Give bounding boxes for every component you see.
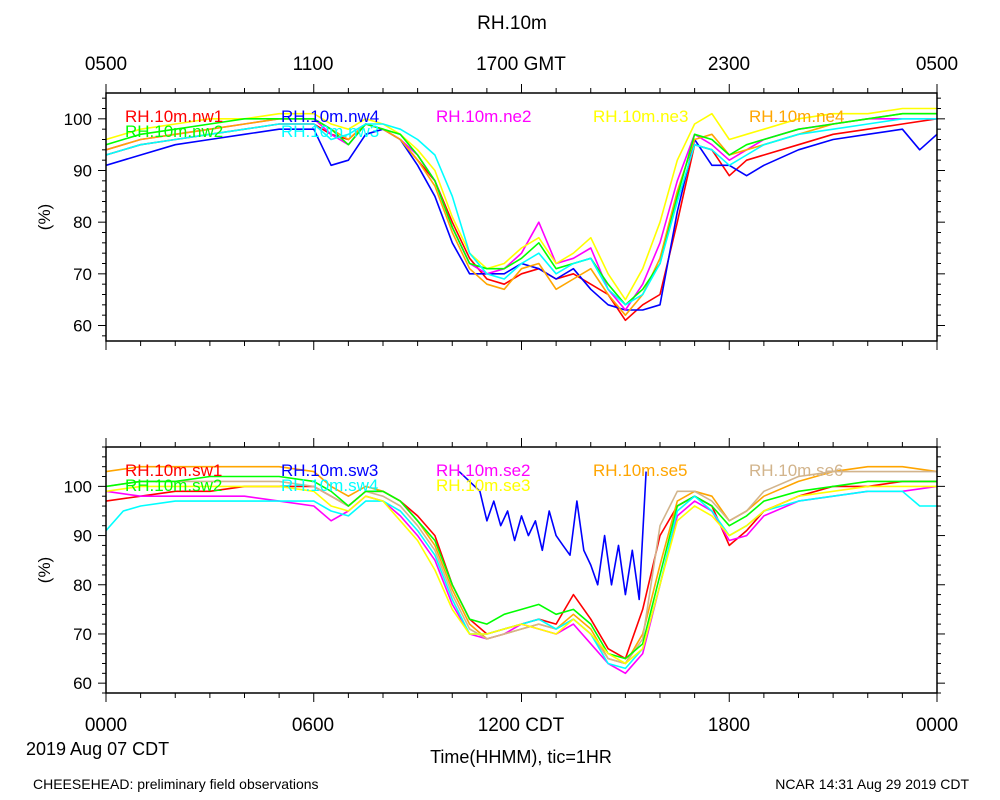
legend-entry: RH.10m.sw3 [281, 461, 378, 480]
legend-entry: RH.10m.sw1 [125, 461, 222, 480]
y-tick-label: 100 [64, 477, 92, 496]
y-tick-label: 100 [64, 110, 92, 129]
bottom-tick-label: 0000 [85, 715, 127, 736]
bottom-tick-label: 1200 CDT [478, 715, 565, 736]
legend-entry: RH.10m.nw2 [125, 122, 223, 141]
y-tick-label: 60 [73, 674, 92, 693]
series-line-RH-10m-se2 [106, 485, 937, 675]
legend-entry: RH.10m.ne3 [593, 107, 688, 126]
series-line-RH-10m-nw4 [106, 128, 937, 311]
y-axis-label: (%) [35, 204, 54, 230]
plot-frame [105, 446, 938, 694]
y-tick-label: 70 [73, 265, 92, 284]
series-line-RH-10m-ne4 [106, 112, 937, 317]
bottom-tick-label: 1800 [708, 715, 750, 736]
y-tick-label: 60 [73, 317, 92, 336]
top-tick-label: 0500 [916, 54, 958, 75]
series-line-RH-10m-sw2 [106, 475, 937, 660]
chart-title: RH.10m [477, 13, 547, 34]
series-line-RH-10m-nw1 [106, 118, 937, 322]
x-axis-label: Time(HHMM), tic=1HR [430, 747, 612, 767]
plot-frame [105, 92, 938, 342]
legend-entry: RH.10m.nw1 [125, 107, 223, 126]
series-line-RH-10m-se3 [106, 485, 937, 665]
y-axis-label: (%) [35, 557, 54, 583]
series-lines [106, 465, 937, 675]
top-axis-labels: 0500 1100 1700 GMT 2300 0500 [85, 54, 958, 75]
legend-entry: RH.10m.se3 [436, 476, 530, 495]
legend-entry: RH.10m.se5 [593, 461, 687, 480]
footer-right: NCAR 14:31 Aug 29 2019 CDT [775, 776, 969, 792]
y-tick-label: 80 [73, 213, 92, 232]
bottom-tick-label: 0600 [292, 715, 334, 736]
bottom-axis-labels: 0000 0600 1200 CDT 1800 0000 [85, 715, 958, 736]
top-tick-label: 0500 [85, 54, 127, 75]
legend-entry: RH.10m.ne4 [749, 107, 844, 126]
footer-left: CHEESEHEAD: preliminary field observatio… [33, 776, 319, 792]
y-tick-label: 90 [73, 162, 92, 181]
top-tick-label: 2300 [708, 54, 750, 75]
y-tick-label: 90 [73, 527, 92, 546]
top-tick-label: 1100 [293, 54, 334, 75]
series-lines [106, 107, 937, 322]
y-tick-label: 80 [73, 576, 92, 595]
series-line-RH-10m-nw2 [106, 112, 937, 306]
legend-entry: RH.10m.ne2 [436, 107, 531, 126]
legend-entry: RH.10m.se6 [749, 461, 843, 480]
bottom-tick-label: 0000 [916, 715, 958, 736]
series-line-RH-10m-sw3 [458, 471, 647, 601]
series-line-RH-10m-ne2 [106, 118, 937, 311]
series-line-RH-10m-sw1 [106, 480, 937, 660]
legend-entry: RH.10m.sw4 [281, 476, 378, 495]
series-line-RH-10m-nw3 [106, 118, 937, 306]
series-line-RH-10m-ne3 [106, 107, 937, 301]
legend-entry: RH.10m.nw4 [281, 107, 379, 126]
legend-entry: RH.10m.se2 [436, 461, 530, 480]
legend-entry: RH.10m.nw3 [281, 122, 379, 141]
legend-entry: RH.10m.sw2 [125, 476, 222, 495]
y-tick-label: 70 [73, 625, 92, 644]
date-label: 2019 Aug 07 CDT [26, 739, 169, 759]
top-tick-label: 1700 GMT [476, 54, 566, 75]
